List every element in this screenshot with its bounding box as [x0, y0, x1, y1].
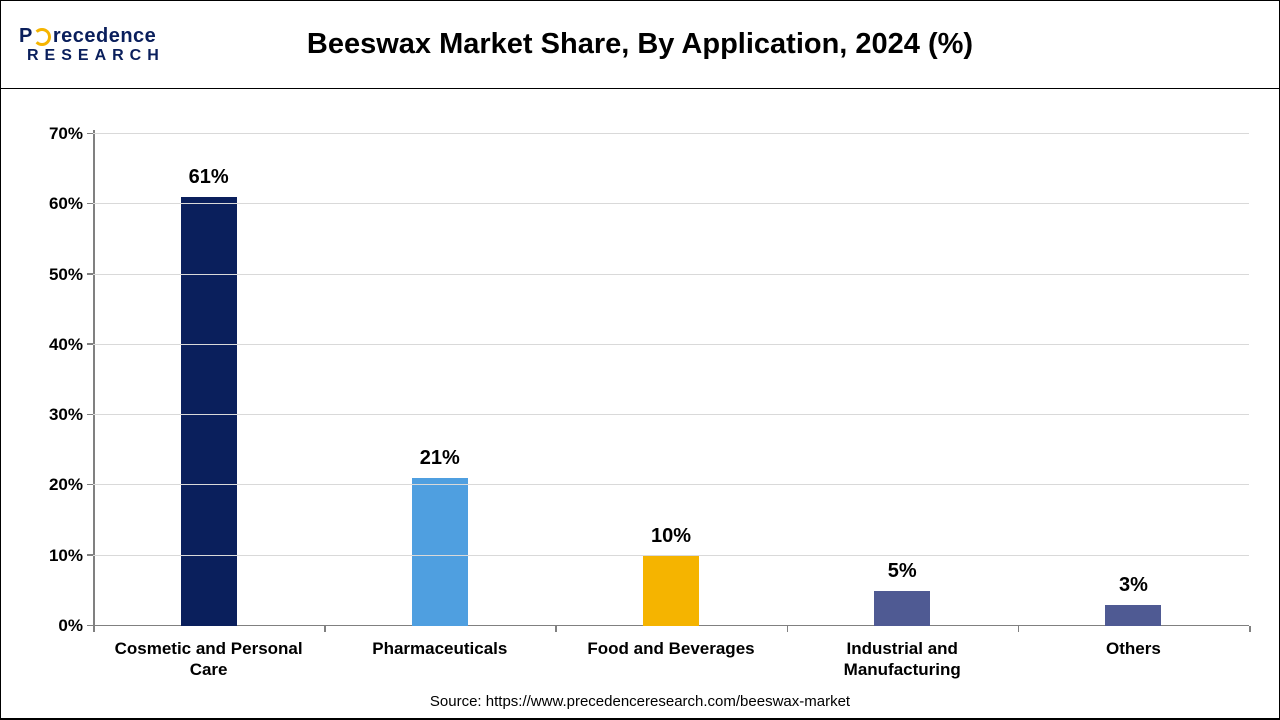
y-tick-label: 0%	[58, 616, 83, 636]
y-tick-label: 20%	[49, 475, 83, 495]
gridline	[93, 274, 1249, 275]
chart-container: P recedence RESEARCH Beeswax Market Shar…	[0, 0, 1280, 720]
x-axis-label: Pharmaceuticals	[324, 638, 555, 681]
bar-value-label: 10%	[651, 525, 691, 548]
bar-value-label: 3%	[1119, 574, 1148, 597]
bar: 5%	[874, 591, 930, 626]
y-tick-label: 10%	[49, 546, 83, 566]
x-axis-labels: Cosmetic and Personal CarePharmaceutical…	[93, 638, 1249, 681]
x-tick-mark	[1018, 626, 1020, 632]
x-axis-label: Others	[1018, 638, 1249, 681]
y-tick-label: 40%	[49, 335, 83, 355]
chart-body: 61% 21% 10% 5% 3% 0% 10% 20% 30% 40% 50% 60% 70% Co…	[1, 89, 1279, 719]
bar-value-label: 61%	[189, 166, 229, 189]
bar-slot: 21%	[324, 134, 555, 626]
bar: 61%	[181, 197, 237, 626]
logo-prefix: P	[19, 26, 33, 46]
y-tick-mark	[87, 554, 93, 556]
bar: 3%	[1105, 605, 1161, 626]
bar-value-label: 5%	[888, 560, 917, 583]
source-citation: Source: https://www.precedenceresearch.c…	[1, 693, 1279, 710]
bar: 10%	[643, 556, 699, 626]
logo-bottom-line: RESEARCH	[27, 48, 189, 64]
bar-slot: 3%	[1018, 134, 1249, 626]
x-tick-mark	[93, 626, 95, 632]
y-tick-mark	[87, 203, 93, 205]
bar-slot: 61%	[93, 134, 324, 626]
y-tick-label: 50%	[49, 265, 83, 285]
y-tick-label: 30%	[49, 405, 83, 425]
y-tick-mark	[87, 484, 93, 486]
bar-value-label: 21%	[420, 447, 460, 470]
gridline	[93, 203, 1249, 204]
gridline	[93, 133, 1249, 134]
x-tick-mark	[1249, 626, 1251, 632]
x-axis-label: Food and Beverages	[555, 638, 786, 681]
brand-logo: P recedence RESEARCH	[19, 26, 189, 64]
y-tick-mark	[87, 343, 93, 345]
gridline	[93, 414, 1249, 415]
gridline	[93, 344, 1249, 345]
chart-title: Beeswax Market Share, By Application, 20…	[189, 28, 1261, 61]
x-axis-label: Industrial and Manufacturing	[787, 638, 1018, 681]
y-tick-mark	[87, 273, 93, 275]
bar-slot: 10%	[555, 134, 786, 626]
gridline	[93, 484, 1249, 485]
x-axis-label: Cosmetic and Personal Care	[93, 638, 324, 681]
plot-area: 61%21%10%5%3% 0%10%20%30%40%50%60%70%	[93, 134, 1249, 626]
y-tick-label: 60%	[49, 194, 83, 214]
y-tick-label: 70%	[49, 124, 83, 144]
bar: 21%	[412, 478, 468, 626]
bars-row: 61% 21% 10% 5% 3%	[93, 134, 1249, 626]
bar-slot: 5%	[787, 134, 1018, 626]
y-tick-mark	[87, 414, 93, 416]
logo-o-icon	[33, 28, 51, 46]
logo-suffix: recedence	[53, 26, 156, 46]
y-tick-mark	[87, 133, 93, 135]
x-tick-mark	[787, 626, 789, 632]
x-tick-mark	[324, 626, 326, 632]
header: P recedence RESEARCH Beeswax Market Shar…	[1, 1, 1279, 89]
gridline	[93, 555, 1249, 556]
x-tick-mark	[555, 626, 557, 632]
logo-top-line: P recedence	[19, 26, 189, 46]
